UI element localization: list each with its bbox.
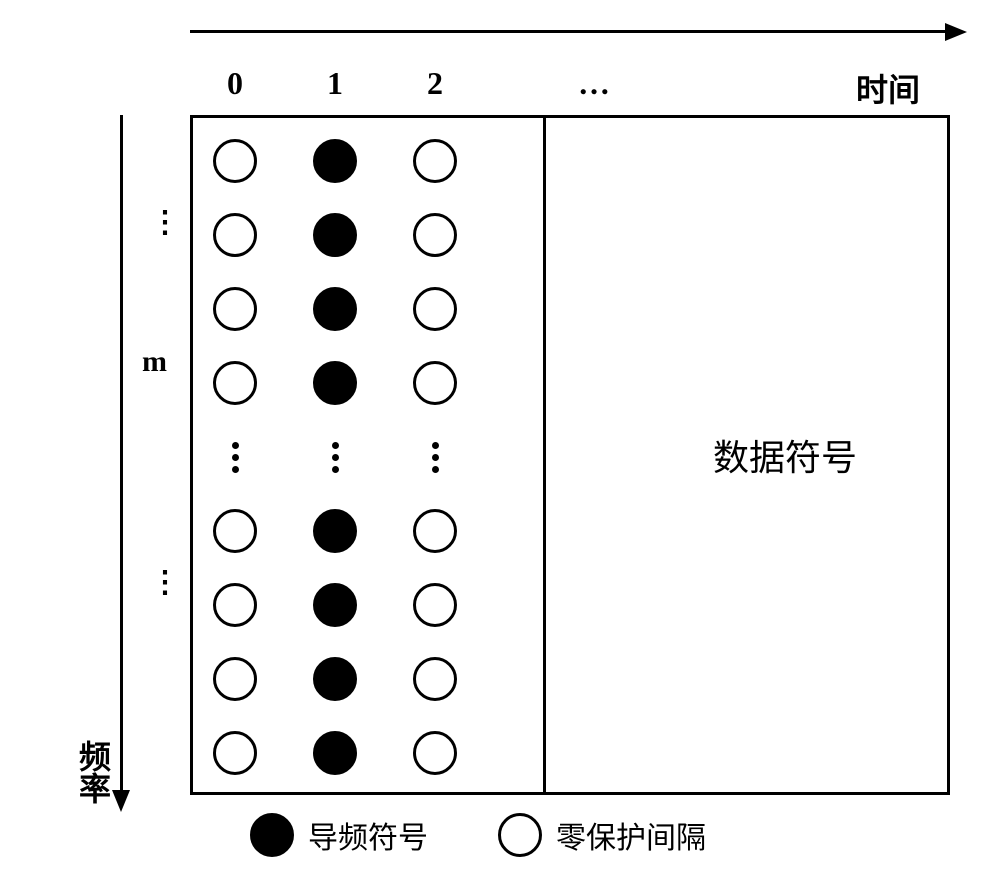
pilot-symbol-icon <box>313 509 357 553</box>
zero-guard-symbol-icon <box>213 583 257 627</box>
pilot-symbol-icon <box>313 731 357 775</box>
grid-row <box>213 284 457 334</box>
zero-guard-symbol-icon <box>413 583 457 627</box>
symbol-grid <box>213 136 457 778</box>
row-label-ellipsis-upper: ⋮ <box>150 205 180 240</box>
pilot-symbol-icon <box>313 139 357 183</box>
col-header-0: 0 <box>215 65 255 102</box>
col-header-ellipsis: … <box>575 65 615 102</box>
zero-guard-symbol-icon <box>413 139 457 183</box>
pilot-symbol-icon <box>313 287 357 331</box>
zero-guard-symbol-icon <box>213 213 257 257</box>
vertical-ellipsis-icon <box>213 432 257 482</box>
data-region-label: 数据符号 <box>713 429 857 481</box>
freq-axis-label: 频率 <box>70 740 116 804</box>
frame-box: 数据符号 <box>190 115 950 795</box>
grid-row <box>213 210 457 260</box>
zero-guard-symbol-icon <box>413 509 457 553</box>
diagram-container: 时间 频率 0 1 2 … ⋮ m ⋮ 数据符号 <box>80 20 960 840</box>
grid-row <box>213 358 457 408</box>
legend-zero-guard-icon <box>498 813 542 857</box>
zero-guard-symbol-icon <box>213 139 257 183</box>
grid-row <box>213 580 457 630</box>
grid-row <box>213 654 457 704</box>
grid-row <box>213 432 457 482</box>
column-headers: 0 1 2 … <box>215 65 615 102</box>
legend-zero-guard-label: 零保护间隔 <box>556 813 706 857</box>
legend-item-zero-guard: 零保护间隔 <box>498 813 706 857</box>
zero-guard-symbol-icon <box>213 287 257 331</box>
zero-guard-symbol-icon <box>413 287 457 331</box>
time-axis-label: 时间 <box>856 65 920 111</box>
zero-guard-symbol-icon <box>413 361 457 405</box>
legend-pilot-icon <box>250 813 294 857</box>
vertical-divider <box>543 118 546 792</box>
pilot-symbol-icon <box>313 657 357 701</box>
zero-guard-symbol-icon <box>213 361 257 405</box>
legend: 导频符号 零保护间隔 <box>250 813 706 857</box>
pilot-symbol-icon <box>313 583 357 627</box>
zero-guard-symbol-icon <box>413 731 457 775</box>
time-axis-line <box>190 30 950 33</box>
legend-item-pilot: 导频符号 <box>250 813 428 857</box>
legend-pilot-label: 导频符号 <box>308 813 428 857</box>
zero-guard-symbol-icon <box>213 731 257 775</box>
col-header-2: 2 <box>415 65 455 102</box>
pilot-symbol-icon <box>313 213 357 257</box>
grid-row <box>213 136 457 186</box>
zero-guard-symbol-icon <box>213 657 257 701</box>
row-label-m: m <box>142 345 167 379</box>
vertical-ellipsis-icon <box>313 432 357 482</box>
vertical-ellipsis-icon <box>413 432 457 482</box>
row-label-ellipsis-lower: ⋮ <box>150 565 180 600</box>
pilot-symbol-icon <box>313 361 357 405</box>
col-header-1: 1 <box>315 65 355 102</box>
zero-guard-symbol-icon <box>213 509 257 553</box>
zero-guard-symbol-icon <box>413 657 457 701</box>
time-axis-arrow <box>945 23 967 41</box>
zero-guard-symbol-icon <box>413 213 457 257</box>
freq-axis-line <box>120 115 123 795</box>
grid-row <box>213 728 457 778</box>
grid-row <box>213 506 457 556</box>
